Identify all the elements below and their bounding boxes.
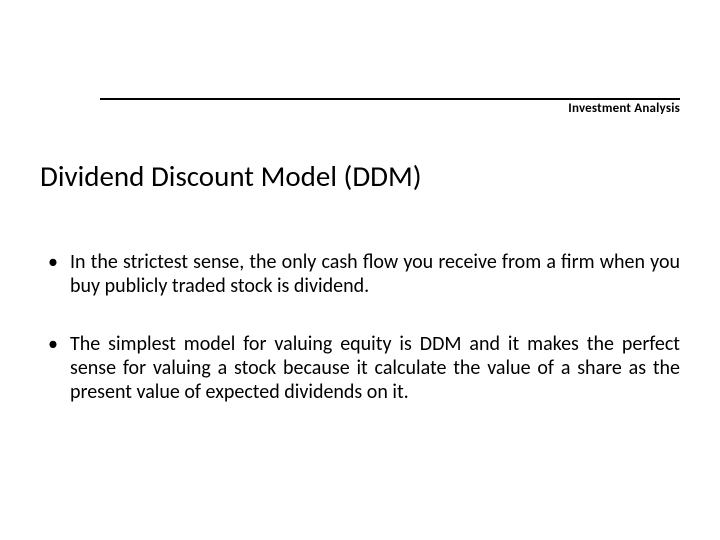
bullet-icon: • [48,332,70,356]
header-label: Investment Analysis [568,101,680,116]
slide: Investment Analysis Dividend Discount Mo… [0,0,720,540]
bullet-icon: • [48,250,70,274]
body: • In the strictest sense, the only cash … [48,250,680,438]
list-item: • In the strictest sense, the only cash … [48,250,680,298]
page-title: Dividend Discount Model (DDM) [40,158,422,194]
bullet-text: The simplest model for valuing equity is… [70,332,680,404]
header-region [100,98,680,100]
header-rule [100,98,680,100]
list-item: • The simplest model for valuing equity … [48,332,680,404]
bullet-text: In the strictest sense, the only cash fl… [70,250,680,298]
